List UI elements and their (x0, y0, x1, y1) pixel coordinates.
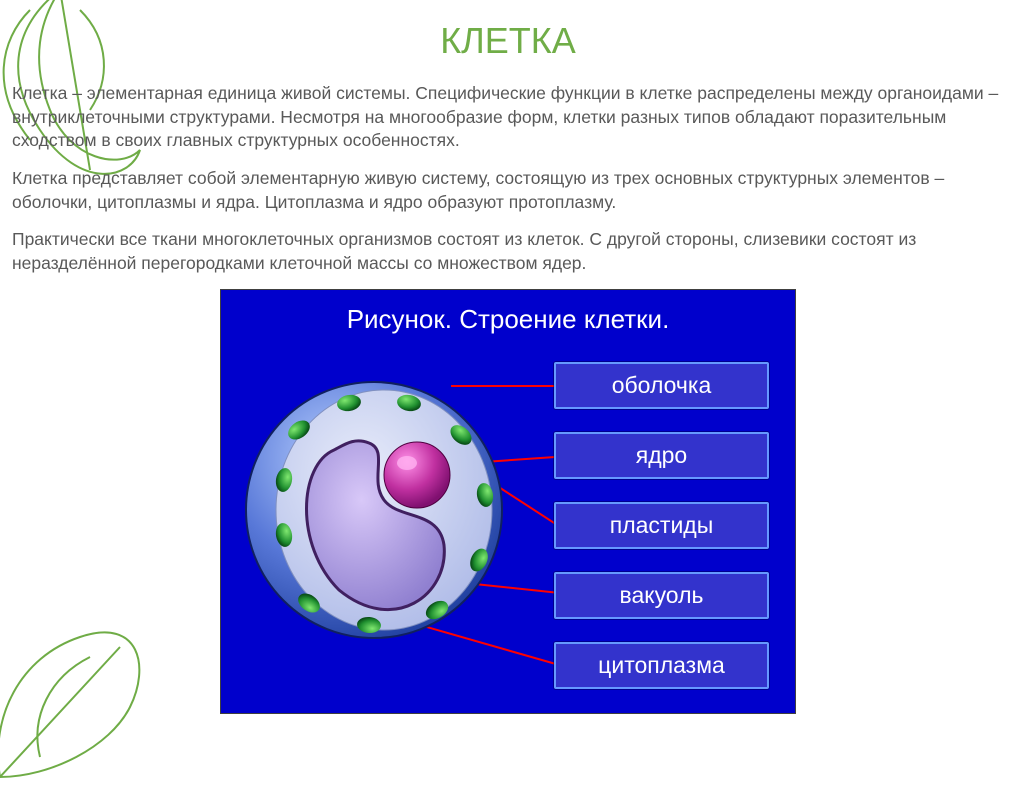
cell-diagram: Рисунок. Строение клетки. (220, 289, 796, 714)
paragraph-2: Клетка представляет собой элементарную ж… (12, 167, 1004, 214)
label-shell: оболочка (554, 362, 769, 409)
nucleus-shape (384, 442, 450, 508)
cell-illustration (239, 375, 509, 645)
slide-content: КЛЕТКА Клетка – элементарная единица жив… (0, 0, 1024, 719)
paragraph-3: Практически все ткани многоклеточных орг… (12, 228, 1004, 275)
label-nucleus: ядро (554, 432, 769, 479)
diagram-title: Рисунок. Строение клетки. (221, 304, 795, 335)
page-title: КЛЕТКА (12, 20, 1004, 62)
label-cytoplasm: цитоплазма (554, 642, 769, 689)
label-plastids: пластиды (554, 502, 769, 549)
paragraph-1: Клетка – элементарная единица живой сист… (12, 82, 1004, 153)
diagram-labels: оболочка ядро пластиды вакуоль цитоплазм… (554, 362, 769, 689)
label-vacuole: вакуоль (554, 572, 769, 619)
